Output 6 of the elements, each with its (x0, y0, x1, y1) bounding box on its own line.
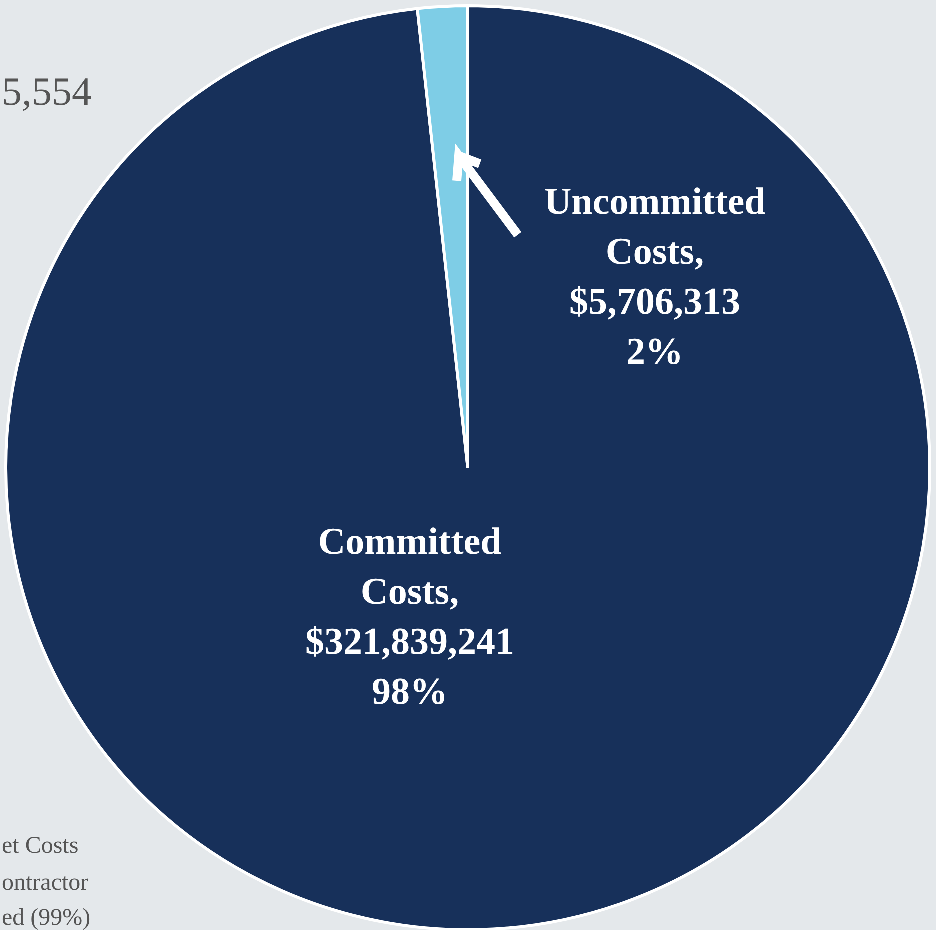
legend-label: Uncommitted Costs, $5,706,313 2% (544, 181, 766, 373)
text: ontractor (2, 870, 89, 896)
slice-label: Committed Costs, $321,839,241 98% (306, 521, 514, 713)
text: ed (99%) (2, 905, 91, 930)
text: et Costs (2, 833, 79, 859)
text: 5,554 (2, 69, 92, 114)
